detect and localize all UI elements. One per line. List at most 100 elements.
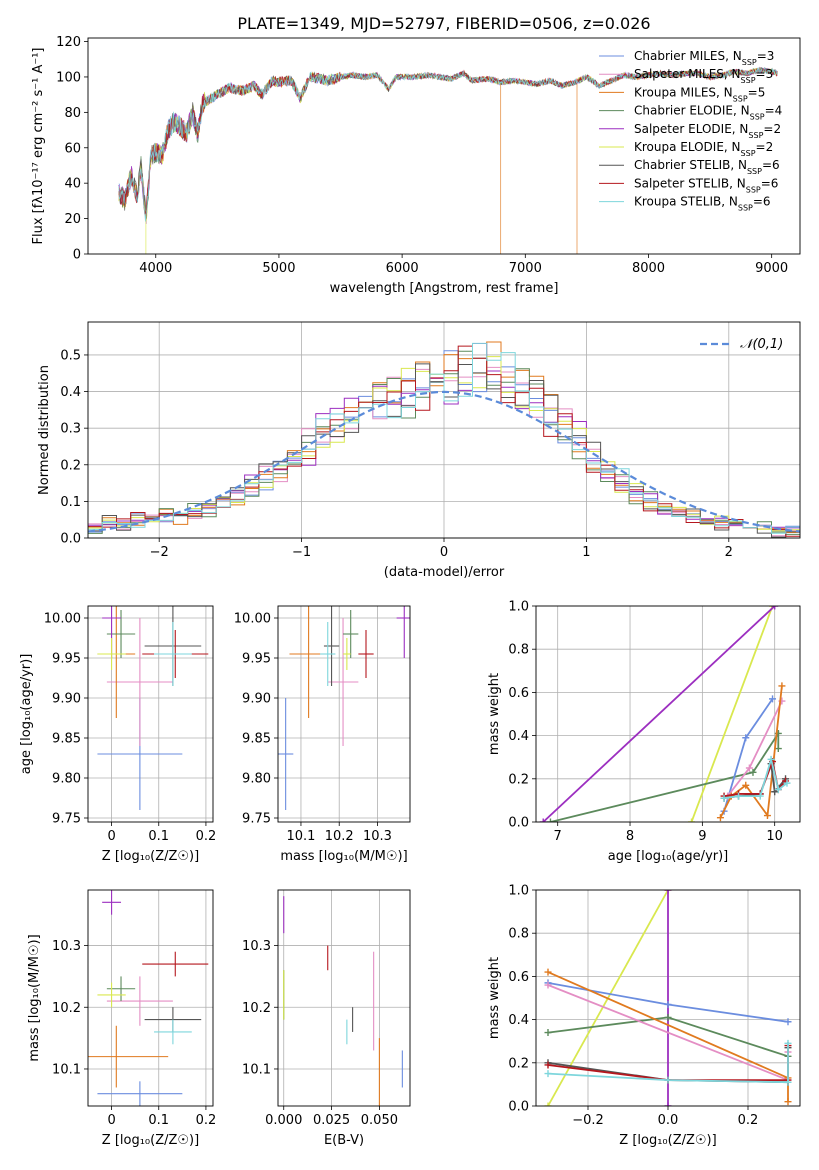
mass_z-point-salpeter-miles: [106, 976, 173, 1026]
legend-subscript: SSP: [741, 76, 756, 85]
mass_z-ytick-label: 10.2: [52, 1001, 81, 1016]
z_age-xlabel: Z [log₁₀(Z/Z☉)]: [102, 849, 199, 864]
mass_z-point-salpeter-stelib: [142, 951, 209, 977]
age_weight-xtick-label: 8: [626, 829, 634, 844]
spectrum-line-kroupa-stelib: [118, 67, 778, 222]
legend-entry-chabrier-miles: Chabrier MILES, NSSP=3: [634, 49, 774, 67]
ebv_mass-xlabel: E(B-V): [324, 1133, 364, 1148]
mass_z-point-salpeter-elodie: [102, 890, 122, 915]
z_age-ticks: 0 0.1 0.2 9.75 9.80 9.85 9.90 9.95 10.00: [44, 612, 216, 845]
legend-entry-chabrier-elodie: Chabrier ELODIE, NSSP=4: [634, 104, 782, 122]
spectrum-xtick-label: 9000: [755, 261, 788, 276]
z_age-point-salpeter-miles: [106, 618, 173, 746]
z_weight-line-kroupa-stelib: [547, 1043, 789, 1084]
residuals-xtick-label: −1: [292, 545, 311, 560]
legend-entry-normal: 𝒩(0,1): [740, 337, 783, 352]
z_weight-ytick-label: 0.8: [508, 927, 529, 942]
legend-nssp: =5: [748, 85, 766, 99]
ebv_mass-plot-area: [283, 896, 403, 1106]
mass_z-point-kroupa-elodie: [97, 982, 126, 1008]
legend-entry-salpeter-miles: Salpeter MILES, NSSP=3: [634, 67, 773, 85]
mass_z-point-kroupa-stelib: [154, 1019, 192, 1045]
z_age-grid: [88, 606, 213, 822]
mass_age-xtick-label: 10.2: [325, 829, 354, 844]
legend-entry-salpeter-stelib: Salpeter STELIB, NSSP=6: [634, 176, 778, 194]
residuals-xtick-label: 0: [440, 545, 448, 560]
mass_age-panel: 10.1 10.2 10.3 9.75 9.80 9.85 9.90 9.95 10.00 mas…: [234, 605, 411, 864]
age_weight-marker: [749, 768, 757, 776]
mass_age-point-chabrier-miles: [278, 698, 294, 810]
z_age-plot-area: [97, 606, 209, 810]
z_age-ytick-label: 9.95: [52, 652, 81, 667]
histogram-kroupa-stelib: [88, 342, 800, 538]
mass_age-ticks: 10.1 10.2 10.3 9.75 9.80 9.85 9.90 9.95 10.00: [234, 612, 392, 845]
z_weight-marker: [544, 981, 552, 989]
age_weight-line-salpeter-elodie: [542, 606, 776, 822]
legend-nssp: =3: [757, 49, 775, 63]
normal-reference-curve: [88, 390, 800, 533]
z_weight-plot-area: [544, 890, 792, 1106]
age_weight-line-chabrier-elodie: [550, 730, 780, 822]
legend-subscript: SSP: [738, 203, 753, 212]
spectrum-xlabel: wavelength [Angstrom, rest frame]: [330, 281, 559, 296]
ebv_mass-ytick-label: 10.2: [242, 1001, 271, 1016]
mass_age-point-salpeter-elodie: [396, 606, 410, 658]
age_weight-marker: [688, 818, 696, 822]
z_weight-marker: [544, 968, 552, 976]
residuals-xtick-label: 2: [725, 545, 733, 560]
age_weight-marker: [771, 788, 779, 796]
age_weight-marker: [742, 781, 750, 789]
residuals-ytick-label: 0.3: [60, 422, 81, 437]
residuals-ytick-label: 0.0: [60, 532, 81, 547]
spectrum-ytick-label: 20: [64, 212, 81, 227]
legend-nssp: =6: [753, 195, 771, 209]
legend-entry-kroupa-elodie: Kroupa ELODIE, NSSP=2: [634, 140, 773, 158]
age_weight-ylabel: mass weight: [487, 673, 502, 755]
ebv_mass-xtick-label: 0.050: [361, 1113, 398, 1128]
ebv_mass-xtick-label: 0.000: [265, 1113, 302, 1128]
legend-nssp: =4: [765, 104, 783, 118]
residuals-xtick-label: −2: [150, 545, 169, 560]
z_weight-ytick-label: 0.6: [508, 970, 529, 985]
residuals-ytick-label: 0.5: [60, 348, 81, 363]
mass_z-grid: [88, 890, 213, 1106]
z_age-point-kroupa-stelib: [154, 622, 192, 686]
legend-entry-kroupa-miles: Kroupa MILES, NSSP=5: [634, 85, 765, 103]
mass_age-xtick-label: 10.3: [363, 829, 392, 844]
residuals-ylabel: Normed distribution: [37, 365, 52, 495]
age_weight-marker: [742, 734, 750, 742]
legend-subscript: SSP: [746, 185, 761, 194]
legend-entry-salpeter-elodie: Salpeter ELODIE, NSSP=2: [634, 122, 781, 140]
legend-subscript: SSP: [750, 112, 765, 121]
legend-nssp: =6: [761, 176, 779, 190]
age_weight-marker: [735, 792, 743, 800]
age_weight-ytick-label: 0.0: [508, 816, 529, 831]
z_weight-marker: [784, 1039, 792, 1047]
z_weight-ticks: −0.2 0.0 0.2 0.0 0.2 0.4 0.6 0.8 1.0: [508, 884, 758, 1129]
age_weight-marker: [716, 814, 724, 822]
age_weight-marker: [774, 786, 782, 794]
spectrum-ytick-label: 120: [56, 35, 81, 50]
age_weight-marker: [771, 606, 779, 610]
z_weight-xtick-label: 0.2: [738, 1113, 759, 1128]
z_weight-xlabel: Z [log₁₀(Z/Z☉)]: [619, 1133, 716, 1148]
z_weight-marker: [664, 1013, 672, 1021]
age_weight-frame: [535, 605, 801, 823]
legend-entry-kroupa-stelib: Kroupa STELIB, NSSP=6: [634, 195, 771, 213]
age_weight-marker: [745, 764, 753, 772]
age_weight-ticks: 7 8 9 10 0.0 0.2 0.4 0.6 0.8 1.0: [508, 600, 783, 845]
age_weight-ytick-label: 0.8: [508, 643, 529, 658]
z_weight-marker: [664, 890, 672, 894]
residuals-plot-area: [88, 341, 800, 538]
spectrum-ytick-label: 80: [64, 106, 81, 121]
mass_age-ytick-label: 9.80: [242, 772, 271, 787]
mass_age-grid: [278, 606, 410, 822]
mass_age-frame: [277, 605, 411, 823]
z_weight-marker: [784, 1098, 792, 1106]
z_age-frame: [87, 605, 214, 823]
mass_z-ytick-label: 10.1: [52, 1062, 81, 1077]
ebv_mass-panel: 0.000 0.025 0.050 10.1 10.2 10.3 E(B-V): [242, 889, 411, 1148]
z_weight-ytick-label: 1.0: [508, 884, 529, 899]
legend-subscript: SSP: [748, 130, 763, 139]
